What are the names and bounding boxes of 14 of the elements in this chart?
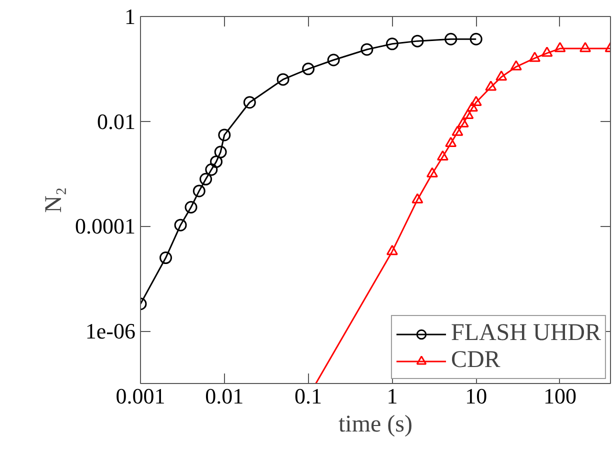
x-tick-label: 0.1 (294, 384, 322, 408)
x-tick-label: 0.01 (205, 384, 244, 408)
y-tick-label: 1 (124, 4, 136, 29)
legend-label: FLASH UHDR (450, 320, 601, 347)
x-axis-title: time (s) (338, 412, 412, 438)
x-tick-label: 0.001 (116, 384, 166, 408)
y-tick-label: 1e-06 (85, 318, 136, 344)
x-tick-label: 1 (386, 384, 398, 408)
x-tick-label: 10 (465, 384, 488, 408)
legend-label: CDR (450, 347, 500, 374)
y-tick-label: 0.01 (97, 108, 136, 134)
y-tick-label: 0.0001 (75, 214, 136, 239)
y-axis-title: N₂ (41, 187, 67, 213)
x-tick-label: 100 (543, 384, 576, 408)
